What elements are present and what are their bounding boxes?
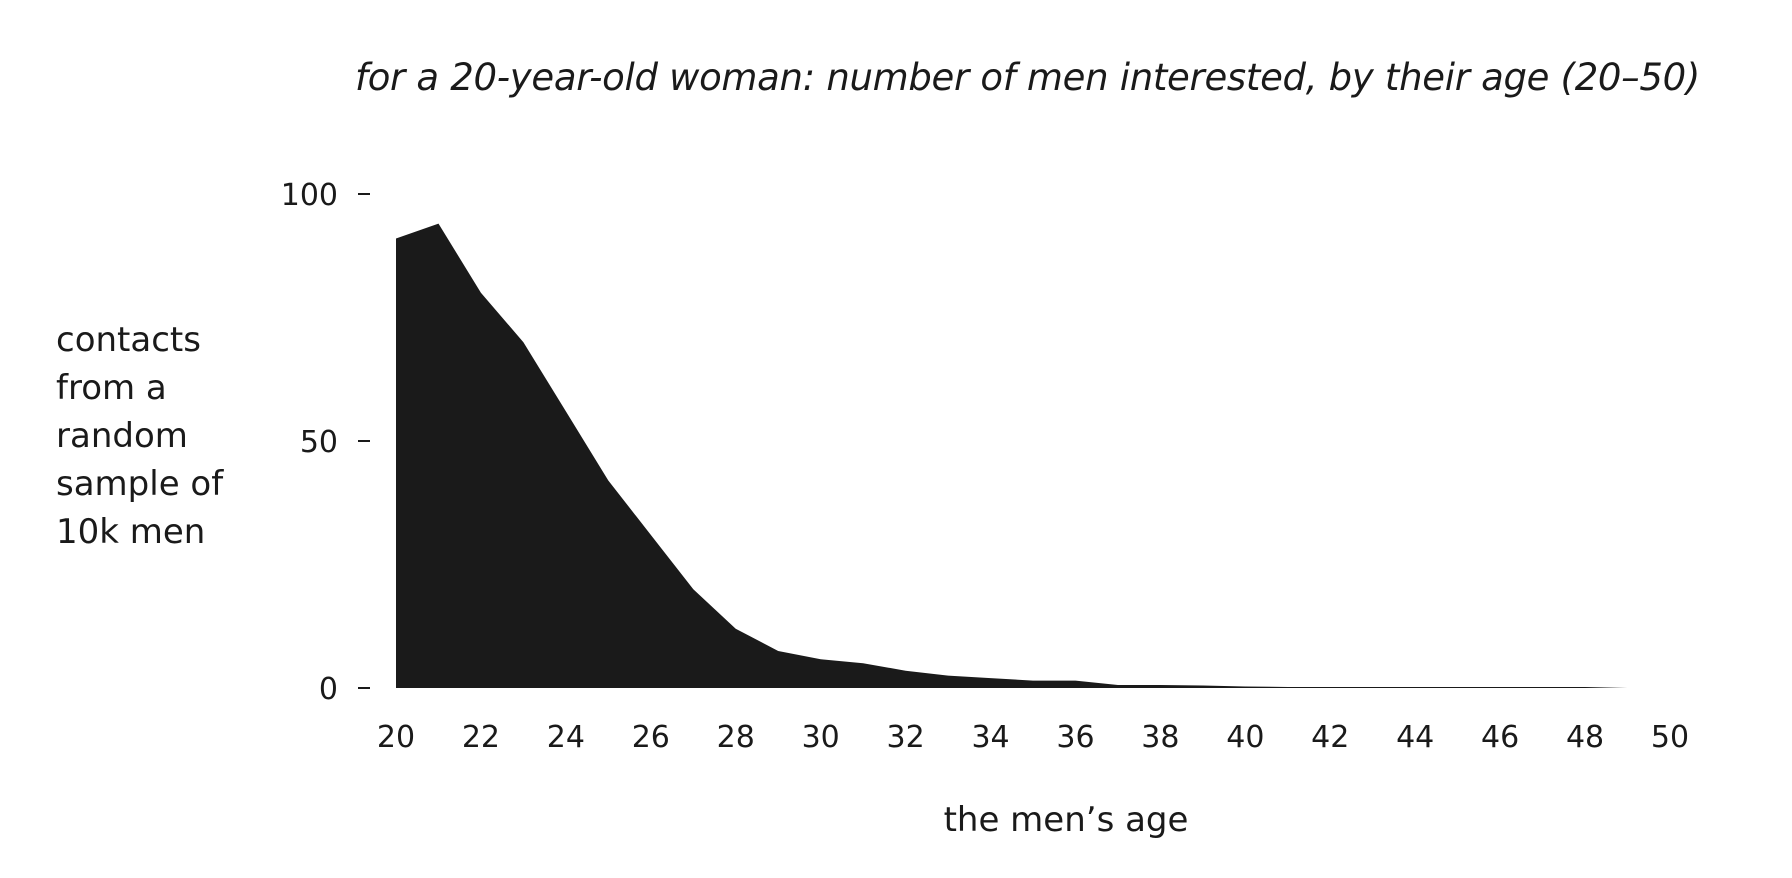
series-area-group	[396, 223, 1628, 688]
x-tick-label: 46	[1481, 720, 1519, 755]
x-tick-label: 26	[632, 720, 670, 755]
x-tick-label: 42	[1311, 720, 1349, 755]
y-axis-label: contacts from a random sample of 10k men	[56, 320, 224, 552]
x-tick-label: 48	[1566, 720, 1604, 755]
y-tick-label: 0	[319, 672, 338, 707]
x-tick-label: 36	[1056, 720, 1094, 755]
x-tick-label: 38	[1141, 720, 1179, 755]
x-tick-label: 50	[1651, 720, 1689, 755]
x-tick-label: 34	[971, 720, 1009, 755]
x-axis: 20 22 24 26 28 30 32 34 36 38 40 42 44 46 48 50	[377, 720, 1689, 755]
x-tick-label: 44	[1396, 720, 1434, 755]
x-tick-label: 30	[802, 720, 840, 755]
series-area	[396, 223, 1628, 688]
x-tick-label: 32	[887, 720, 925, 755]
x-tick-label: 28	[717, 720, 755, 755]
y-tick-label: 100	[281, 178, 338, 213]
x-tick-label: 40	[1226, 720, 1264, 755]
x-tick-label: 22	[462, 720, 500, 755]
y-axis: 0 50 100	[281, 178, 370, 707]
x-tick-label: 20	[377, 720, 415, 755]
chart-title: for a 20-year-old woman: number of men i…	[354, 56, 1700, 99]
y-tick-label: 50	[300, 425, 338, 460]
x-axis-label: the men’s age	[943, 800, 1189, 840]
x-tick-label: 24	[547, 720, 585, 755]
